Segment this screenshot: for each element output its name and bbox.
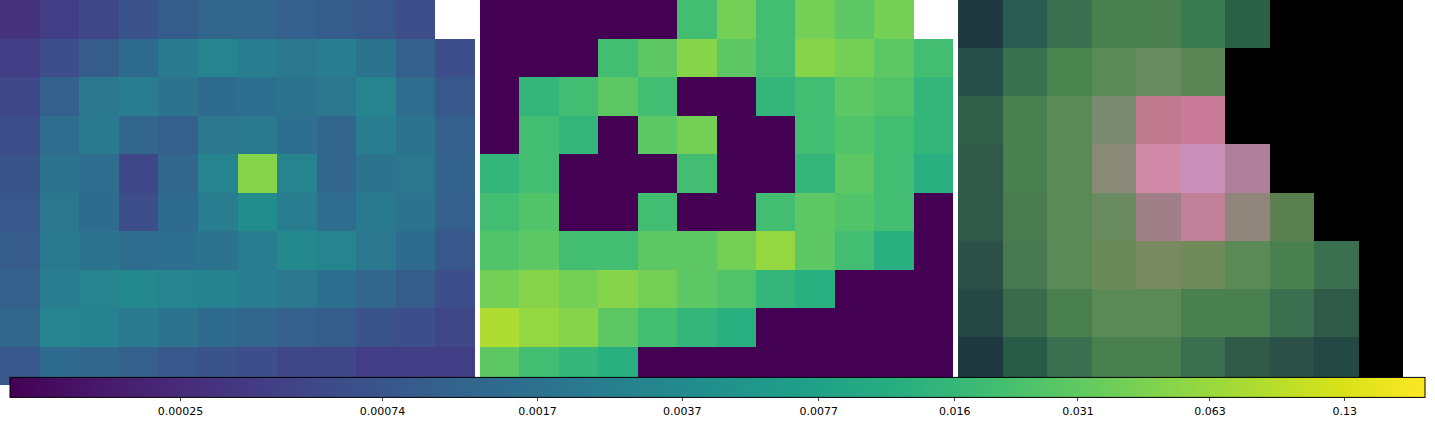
svg-text:0.00074: 0.00074 <box>360 405 406 418</box>
svg-text:0.0037: 0.0037 <box>663 405 702 418</box>
svg-text:0.00025: 0.00025 <box>158 405 204 418</box>
svg-text:0.0017: 0.0017 <box>518 405 557 418</box>
svg-text:0.031: 0.031 <box>1062 405 1094 418</box>
svg-text:0.0077: 0.0077 <box>799 405 838 418</box>
svg-text:0.13: 0.13 <box>1333 405 1358 418</box>
svg-text:0.016: 0.016 <box>939 405 971 418</box>
svg-text:0.063: 0.063 <box>1194 405 1226 418</box>
